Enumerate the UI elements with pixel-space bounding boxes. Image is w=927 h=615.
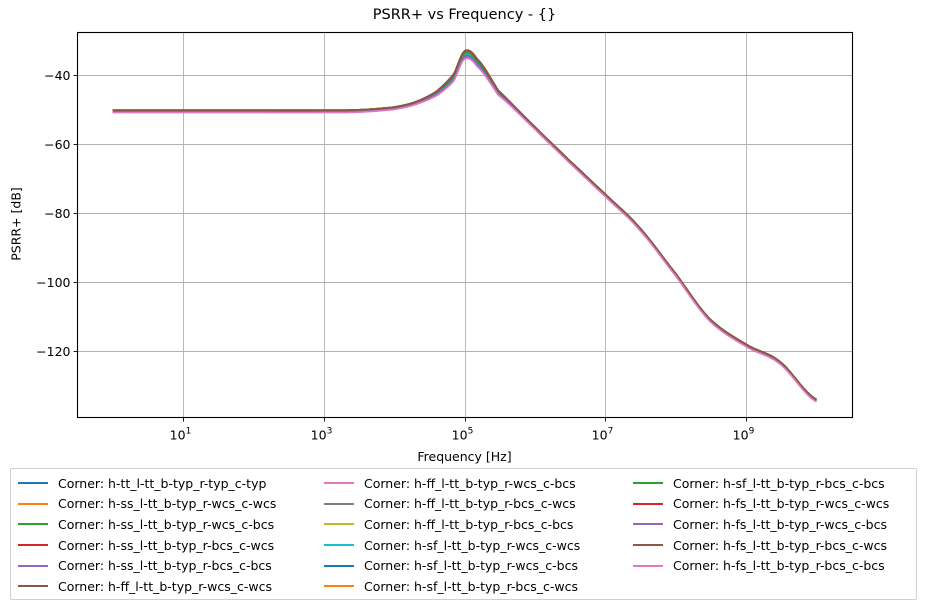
legend-item: Corner: h-ss_l-tt_b-typ_r-bcs_c-wcs [11,535,276,556]
legend-item: Corner: h-fs_l-tt_b-typ_r-bcs_c-bcs [626,555,889,576]
legend-swatch [633,564,663,567]
series-line [112,50,817,401]
legend-label: Corner: h-ff_l-tt_b-typ_r-bcs_c-wcs [364,496,576,512]
legend-item: Corner: h-ff_l-tt_b-typ_r-bcs_c-bcs [317,514,580,535]
legend-label: Corner: h-ss_l-tt_b-typ_r-wcs_c-wcs [58,496,277,512]
x-tick-label: 109 [733,427,755,443]
legend-item: Corner: h-ss_l-tt_b-typ_r-bcs_c-bcs [11,555,276,576]
x-axis-label: Frequency [Hz] [417,449,512,464]
series-line [112,49,817,401]
y-tick-label: −60 [44,137,70,152]
legend-label: Corner: h-tt_l-tt_b-typ_r-typ_c-typ [58,475,267,491]
legend-swatch [633,523,663,526]
legend-column: Corner: h-sf_l-tt_b-typ_r-bcs_c-bcs Corne… [626,473,889,576]
y-tick-label: −120 [36,344,70,359]
gridlines [77,32,853,418]
legend-item: Corner: h-ff_l-tt_b-typ_r-bcs_c-wcs [317,494,580,515]
legend-label: Corner: h-ss_l-tt_b-typ_r-bcs_c-wcs [58,537,275,553]
legend-swatch [633,502,663,505]
legend-label: Corner: h-sf_l-tt_b-typ_r-wcs_c-bcs [364,558,578,574]
legend-label: Corner: h-sf_l-tt_b-typ_r-bcs_c-bcs [673,475,885,491]
legend-item: Corner: h-tt_l-tt_b-typ_r-typ_c-typ [11,473,276,494]
legend-swatch [633,544,663,547]
x-tick-label: 103 [311,427,333,443]
axis-ticks: 101 103 105 107 109 −40 −60 −80 −100 −120 [36,68,754,443]
legend-swatch [18,523,48,526]
legend-item: Corner: h-sf_l-tt_b-typ_r-bcs_c-wcs [317,576,580,597]
legend-swatch [18,544,48,547]
axes-frame [76,31,854,419]
legend-swatch [324,564,354,567]
legend-item: Corner: h-ff_l-tt_b-typ_r-wcs_c-bcs [317,473,580,494]
legend-label: Corner: h-fs_l-tt_b-typ_r-wcs_c-wcs [673,496,890,512]
series-line [112,52,817,400]
series-line [112,49,817,400]
x-tick-label: 101 [170,427,192,443]
y-tick-label: −80 [44,206,70,221]
legend-swatch [18,585,48,588]
legend-item: Corner: h-ss_l-tt_b-typ_r-wcs_c-wcs [11,494,276,515]
legend-item: Corner: h-sf_l-tt_b-typ_r-bcs_c-bcs [626,473,889,494]
series-line [112,51,817,401]
legend-swatch [18,564,48,567]
legend-item: Corner: h-sf_l-tt_b-typ_r-wcs_c-bcs [317,555,580,576]
legend-item: Corner: h-ff_l-tt_b-typ_r-wcs_c-wcs [11,576,276,597]
series-line [112,52,817,401]
legend-swatch [18,502,48,505]
legend-item: Corner: h-ss_l-tt_b-typ_r-wcs_c-bcs [11,514,276,535]
series-line [112,54,817,403]
legend-swatch [324,482,354,485]
y-axis-label: PSRR+ [dB] [8,187,24,261]
legend-item: Corner: h-sf_l-tt_b-typ_r-wcs_c-wcs [317,535,580,556]
legend-swatch [633,482,663,485]
legend-label: Corner: h-ff_l-tt_b-typ_r-wcs_c-bcs [364,475,576,491]
y-tick-label: −40 [44,68,70,83]
legend-label: Corner: h-ff_l-tt_b-typ_r-wcs_c-wcs [58,578,272,594]
legend-swatch [324,502,354,505]
series-line [112,55,817,402]
legend-label: Corner: h-fs_l-tt_b-typ_r-bcs_c-wcs [673,537,887,553]
legend-label: Corner: h-sf_l-tt_b-typ_r-bcs_c-wcs [364,578,578,594]
legend-swatch [324,585,354,588]
legend-label: Corner: h-ss_l-tt_b-typ_r-bcs_c-bcs [58,558,272,574]
legend-item: Corner: h-fs_l-tt_b-typ_r-wcs_c-wcs [626,494,889,515]
y-tick-label: −100 [36,275,70,290]
x-tick-label: 105 [452,427,474,443]
legend-column: Corner: h-ff_l-tt_b-typ_r-wcs_c-bcs Corne… [317,473,580,597]
chart-title: PSRR+ vs Frequency - {} [372,7,557,23]
series-line [112,55,817,402]
legend-swatch [18,482,48,485]
series-line [112,57,817,403]
legend-item: Corner: h-fs_l-tt_b-typ_r-wcs_c-bcs [626,514,889,535]
legend-label: Corner: h-sf_l-tt_b-typ_r-wcs_c-wcs [364,537,581,553]
data-curves [112,49,817,403]
series-line [112,51,817,400]
series-line [112,53,817,402]
series-line [112,50,817,400]
legend-label: Corner: h-ff_l-tt_b-typ_r-bcs_c-bcs [364,516,574,532]
series-line [112,53,817,402]
series-line [112,49,817,401]
legend-item: Corner: h-fs_l-tt_b-typ_r-bcs_c-wcs [626,535,889,556]
legend-swatch [324,544,354,547]
legend-label: Corner: h-fs_l-tt_b-typ_r-bcs_c-bcs [673,558,885,574]
legend: Corner: h-tt_l-tt_b-typ_r-typ_c-typ Corne… [10,468,917,600]
legend-label: Corner: h-ss_l-tt_b-typ_r-wcs_c-bcs [58,516,275,532]
legend-label: Corner: h-fs_l-tt_b-typ_r-wcs_c-bcs [673,516,887,532]
legend-column: Corner: h-tt_l-tt_b-typ_r-typ_c-typ Corne… [11,473,276,597]
legend-swatch [324,523,354,526]
series-line [112,49,817,400]
x-tick-label: 107 [592,427,614,443]
